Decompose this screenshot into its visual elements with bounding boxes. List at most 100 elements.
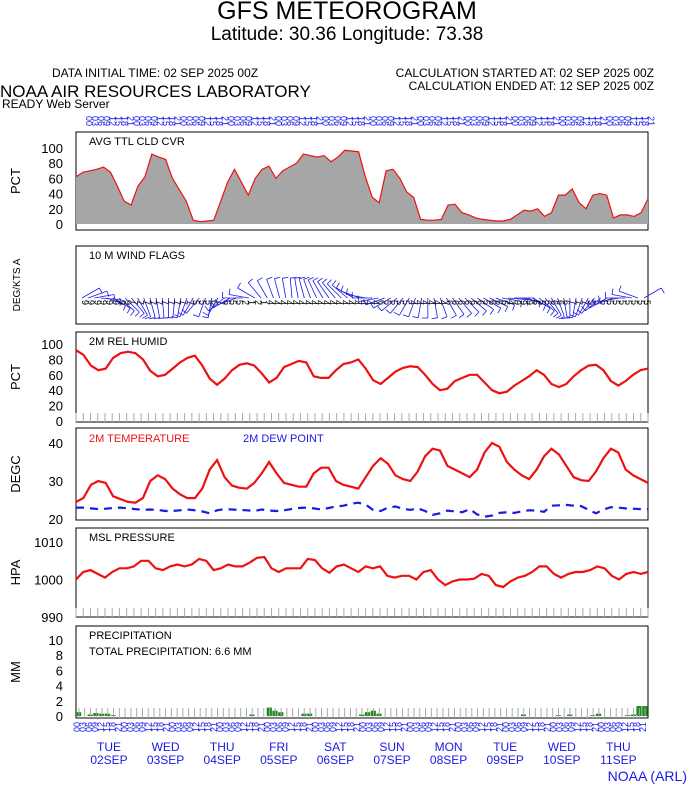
hour-label-bottom: 12 <box>572 722 582 732</box>
wind-barb-flag <box>370 302 374 309</box>
wind-speed-label: 4 <box>407 300 417 305</box>
hour-label-bottom: 18 <box>108 722 118 732</box>
wind-barb-flag <box>377 306 382 312</box>
wind-speed-label: 9 <box>525 300 535 305</box>
hour-label-top: 06 <box>332 116 342 126</box>
wind-barb <box>532 297 551 309</box>
page-title: GFS METEOROGRAM <box>217 0 477 25</box>
hour-label-bottom: 21 <box>161 722 171 732</box>
wind-speed-label: 4 <box>339 300 349 305</box>
hour-label-bottom: 18 <box>441 722 451 732</box>
hour-label-bottom: 15 <box>483 722 493 732</box>
wind-speed-label: 4 <box>278 300 288 305</box>
wind-barb-flag <box>450 314 457 319</box>
panel-frame-2 <box>75 331 649 423</box>
wind-barb-flag <box>550 310 555 316</box>
hour-label-bottom: 18 <box>298 722 308 732</box>
hour-label-bottom: 18 <box>155 722 165 732</box>
wind-speed-label: 4 <box>346 300 356 305</box>
wind-barb <box>131 297 145 314</box>
wind-barb-flag <box>553 313 559 318</box>
wind-barb <box>373 297 391 309</box>
wind-speed-label: 6 <box>475 300 485 305</box>
hour-label-bottom: 03 <box>555 722 565 732</box>
day-label-date: 09SEP <box>487 753 524 767</box>
hour-label-bottom: 21 <box>543 722 553 732</box>
temperature-line <box>75 441 649 504</box>
wind-speed-label: 4 <box>302 300 312 305</box>
ytick-label-5-0: 0 <box>56 709 63 724</box>
hour-label-top: 06 <box>380 116 390 126</box>
wind-barb <box>446 297 457 316</box>
hour-label-bottom: 21 <box>638 722 648 732</box>
wind-barb <box>266 279 274 299</box>
wind-barb-flag <box>134 311 140 317</box>
hour-label-bottom: 06 <box>179 722 189 732</box>
wind-barb <box>137 297 148 316</box>
day-label-dow: MON <box>435 740 463 754</box>
hour-label-bottom: 00 <box>358 722 368 732</box>
wind-barb-flag <box>322 278 328 283</box>
wind-barb <box>149 297 156 318</box>
wind-barb-flag <box>247 278 254 283</box>
hour-label-top: 03 <box>563 116 573 126</box>
wind-speed-label: 9 <box>92 300 102 305</box>
wind-barb-flag <box>340 285 344 292</box>
wind-barb <box>256 280 268 299</box>
wind-barb-flag <box>543 304 546 311</box>
hour-label-top: 06 <box>569 116 579 126</box>
hour-label-bottom: 06 <box>513 722 523 732</box>
ytick-label-2-20: 20 <box>49 399 63 414</box>
hour-label-bottom: 03 <box>459 722 469 732</box>
hour-label-top: 06 <box>143 116 153 126</box>
wind-speed-label: 4 <box>370 300 380 305</box>
wind-speed-label: 7 <box>568 300 578 305</box>
hour-label-bottom: 00 <box>453 722 463 732</box>
wind-barb <box>495 297 515 306</box>
wind-barb <box>155 297 160 318</box>
wind-speed-label: 9 <box>512 300 522 305</box>
hour-label-top: 21 <box>220 116 230 126</box>
wind-barb-flag <box>497 307 502 314</box>
wind-barb <box>208 297 225 312</box>
day-label-dow: SAT <box>324 740 347 754</box>
hour-label-top: 03 <box>469 116 479 126</box>
hour-label-bottom: 18 <box>537 722 547 732</box>
wind-barb <box>100 297 121 301</box>
hour-label-top: 15 <box>445 116 455 126</box>
wind-barb <box>143 297 151 317</box>
hour-label-bottom: 21 <box>209 722 219 732</box>
wind-barb <box>198 297 206 317</box>
hour-label-bottom: 03 <box>78 722 88 732</box>
wind-barb <box>317 281 330 299</box>
day-label-date: 11SEP <box>600 753 636 767</box>
hour-label-bottom: 00 <box>72 722 82 732</box>
hour-label-bottom: 09 <box>567 722 577 732</box>
hour-label-bottom: 00 <box>549 722 559 732</box>
hour-label-bottom: 06 <box>132 722 142 732</box>
day-label-date: 05SEP <box>260 753 297 767</box>
wind-barb <box>433 297 438 318</box>
wind-barb-flag <box>98 287 103 294</box>
hour-label-top: 03 <box>327 116 337 126</box>
hour-label-top: 21 <box>173 116 183 126</box>
wind-barb <box>294 278 299 299</box>
hour-label-top: 03 <box>232 116 242 126</box>
panel-ylabel-5: MM <box>8 661 23 683</box>
wind-barb-flag <box>466 313 472 318</box>
hour-label-bottom: 09 <box>185 722 195 732</box>
wind-barb <box>88 290 108 299</box>
panel-title-2: 2M REL HUMID <box>89 336 167 348</box>
hour-label-top: 18 <box>640 116 650 126</box>
hour-label-bottom: 18 <box>489 722 499 732</box>
hour-label-top: 15 <box>634 116 644 126</box>
hour-label-bottom: 03 <box>221 722 231 732</box>
hour-label-bottom: 09 <box>90 722 100 732</box>
wind-speed-label: 5 <box>395 300 405 305</box>
wind-speed-label: 6 <box>500 300 510 305</box>
hour-label-top: 15 <box>398 116 408 126</box>
wind-speed-label: 6 <box>488 300 498 305</box>
wind-speed-label: 5 <box>401 300 411 305</box>
day-label-dow: TUE <box>493 740 517 754</box>
hour-label-top: 00 <box>273 116 283 126</box>
